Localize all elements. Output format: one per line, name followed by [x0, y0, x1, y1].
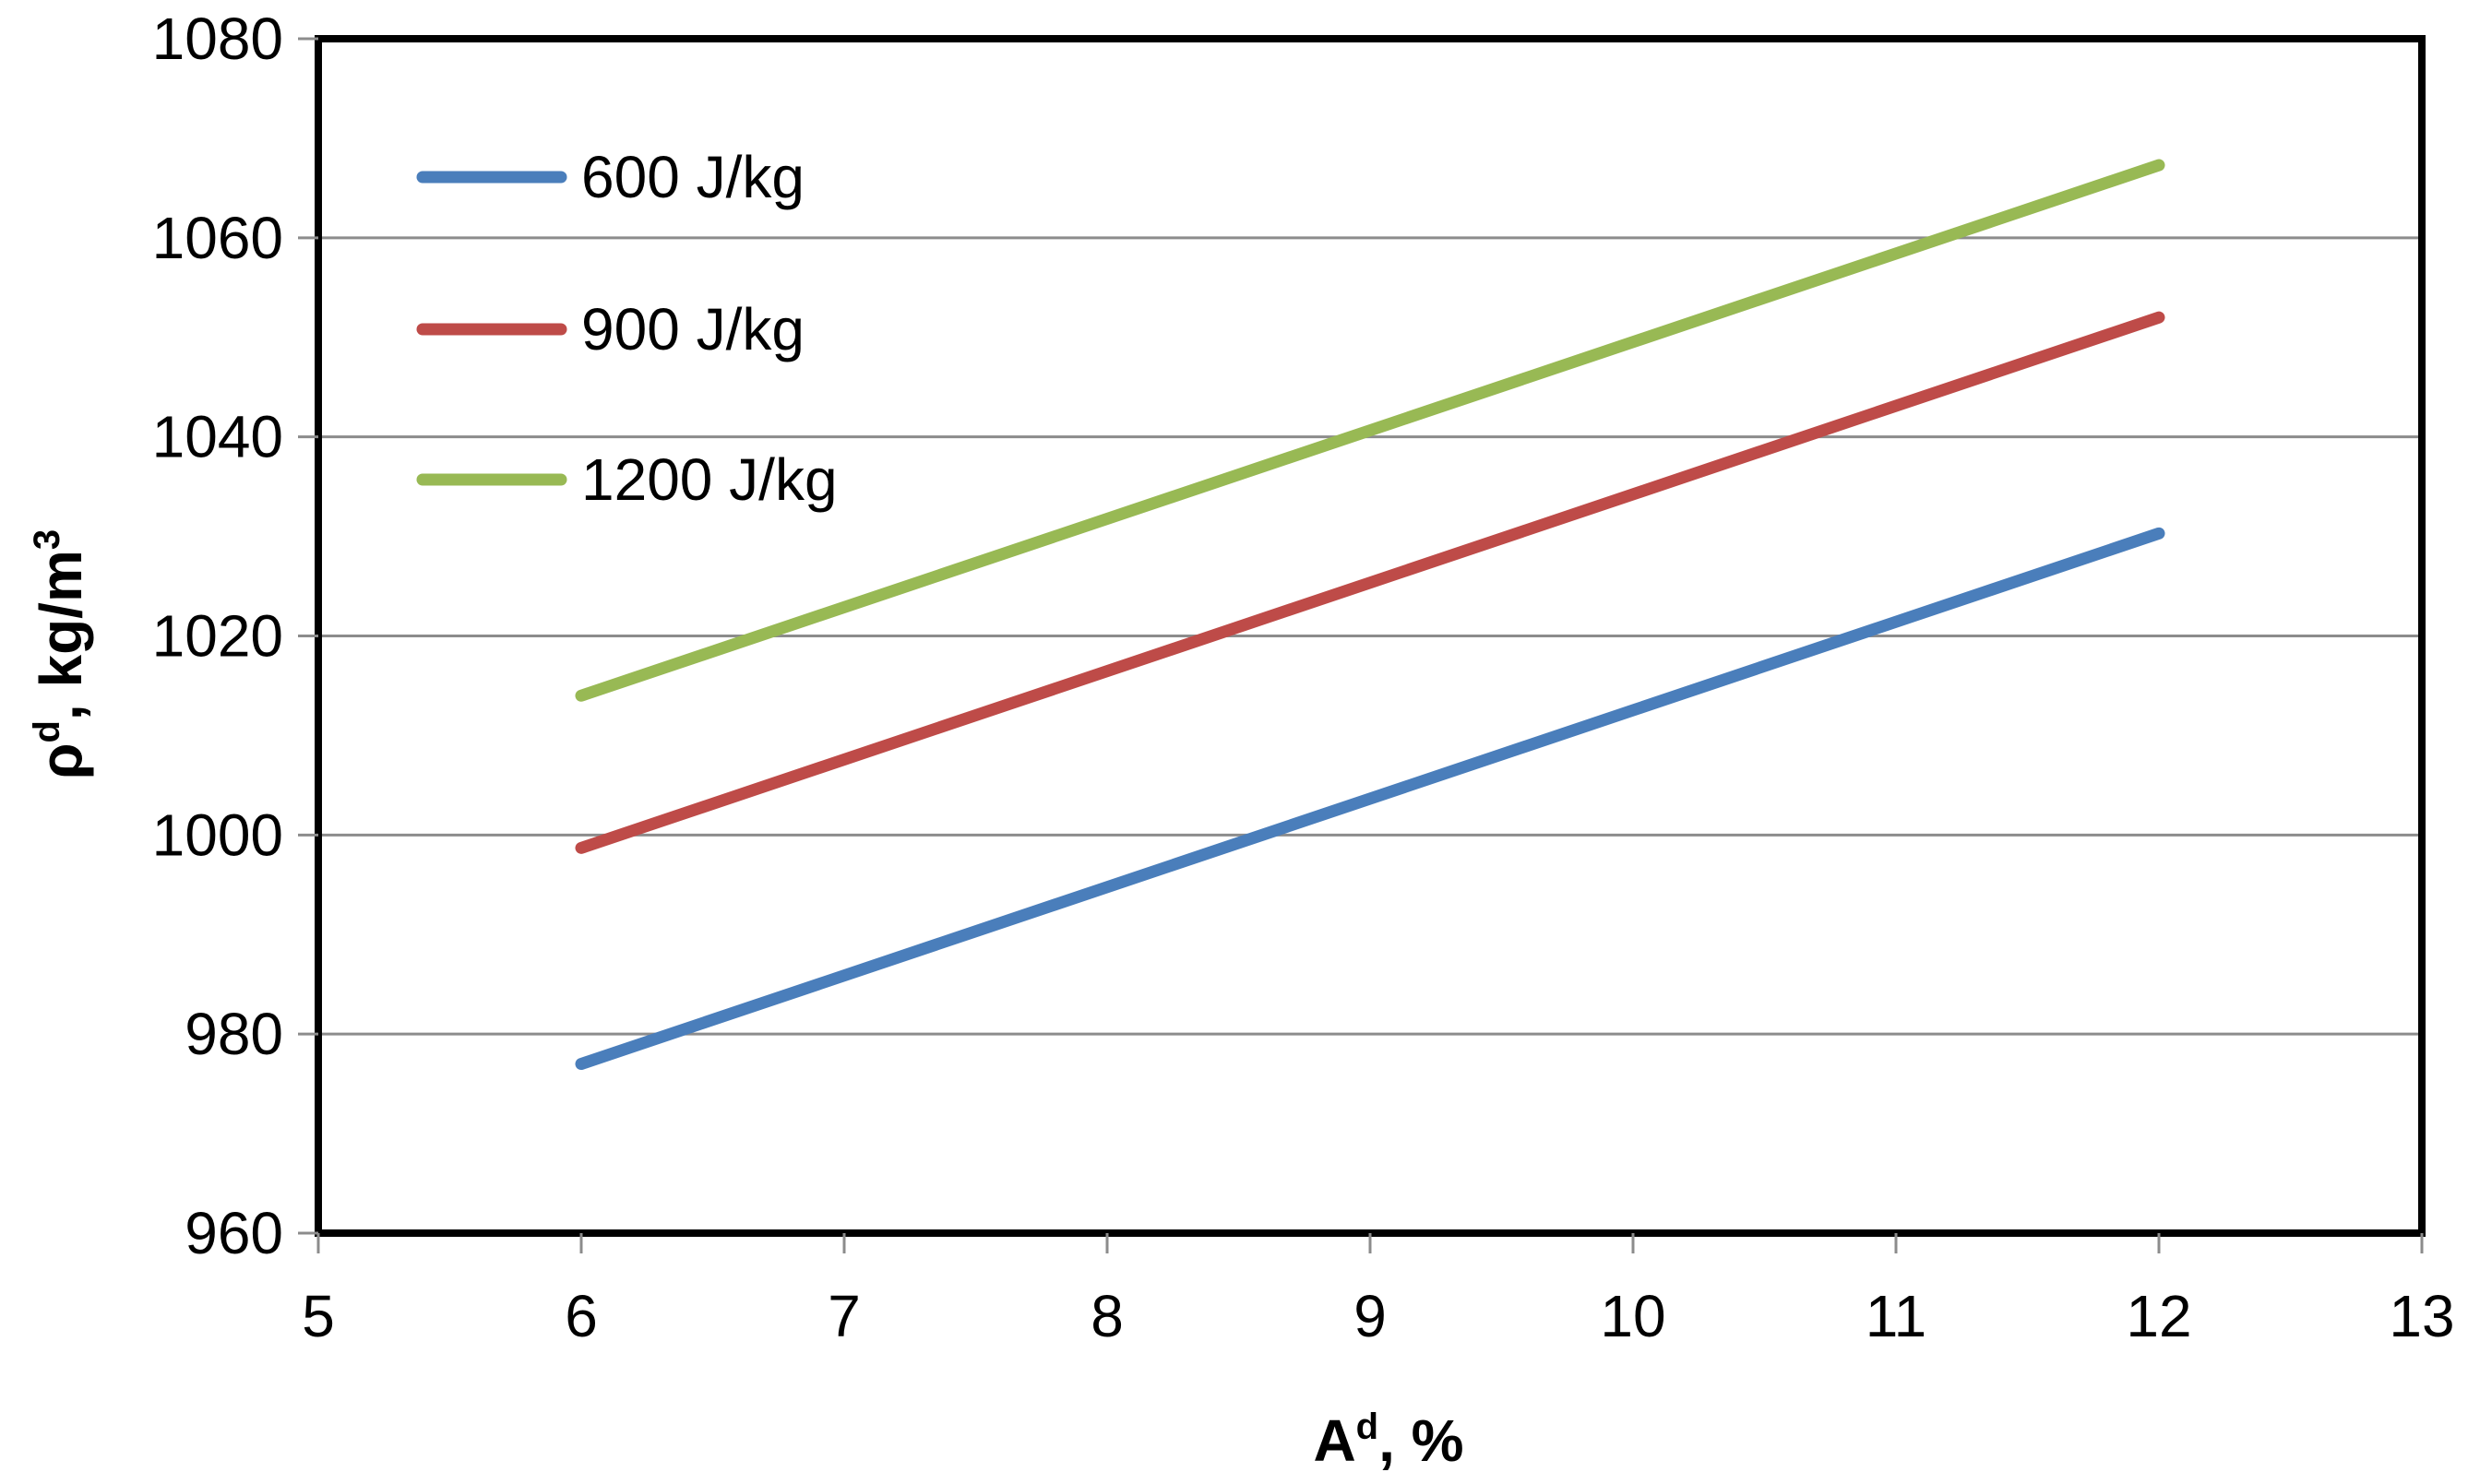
y-axis-title: ρd, kg/m3: [27, 529, 94, 779]
y-tick-label: 1060: [152, 205, 283, 271]
y-tick-label: 960: [185, 1200, 283, 1266]
axes: 960 980 1000 1020 1040 1060 1080 5 6 7 8 9 10 11 12 13: [152, 6, 2455, 1349]
y-tick-label: 1080: [152, 6, 283, 72]
legend: 600 J/kg 900 J/kg 1200 J/kg: [416, 144, 838, 513]
series-line: [575, 159, 2165, 702]
x-tick-label: 12: [2126, 1283, 2191, 1349]
x-tick-label: 9: [1353, 1283, 1387, 1349]
legend-label: 600 J/kg: [581, 144, 805, 210]
x-tick-label: 8: [1091, 1283, 1124, 1349]
series-lines: [575, 159, 2165, 1071]
x-tick-label: 11: [1866, 1283, 1926, 1349]
x-axis-title: Ad, %: [1313, 1407, 1463, 1474]
legend-label: 1200 J/kg: [581, 446, 838, 513]
y-tick-label: 1040: [152, 404, 283, 470]
legend-label: 900 J/kg: [581, 296, 805, 362]
x-tick-label: 10: [1600, 1283, 1665, 1349]
y-tick-label: 1020: [152, 603, 283, 670]
series-line: [575, 311, 2165, 854]
series-line: [575, 527, 2165, 1071]
x-tick-label: 7: [828, 1283, 861, 1349]
x-tick-label: 6: [565, 1283, 598, 1349]
gridlines: [318, 236, 2422, 1036]
y-tick-label: 980: [185, 1001, 283, 1067]
x-tick-label: 5: [302, 1283, 335, 1349]
y-tick-label: 1000: [152, 801, 283, 868]
x-tick-label: 13: [2389, 1283, 2454, 1349]
